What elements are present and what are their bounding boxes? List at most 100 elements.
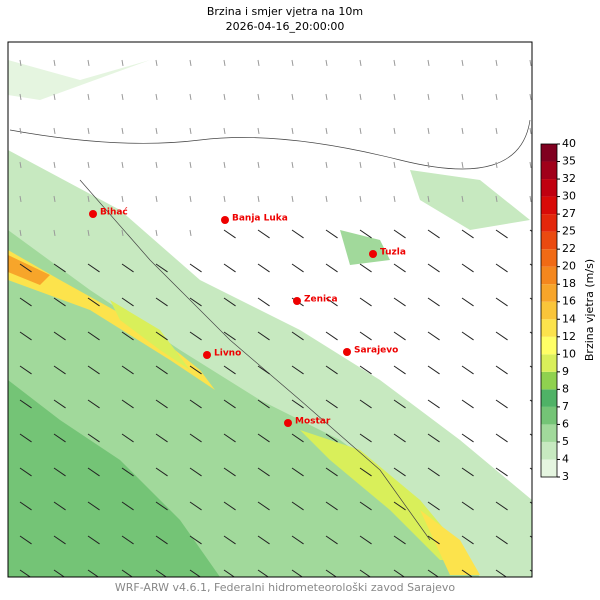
title: Brzina i smjer vjetra na 10m xyxy=(207,5,363,18)
wind-arrow xyxy=(359,433,372,443)
wind-arrow xyxy=(529,161,532,168)
wind-arrow xyxy=(223,195,226,202)
wind-arrow xyxy=(427,195,430,202)
colorbar-tick-label: 22 xyxy=(562,242,576,255)
city-marker xyxy=(89,210,97,218)
city-label: Livno xyxy=(214,349,241,359)
wind-arrow xyxy=(87,263,100,273)
wind-arrow xyxy=(325,365,338,375)
wind-arrow xyxy=(155,263,168,273)
wind-arrow xyxy=(325,127,328,134)
wind-arrow xyxy=(393,93,396,100)
wind-arrow xyxy=(223,467,236,477)
wind-arrow xyxy=(393,263,406,273)
wind-arrow xyxy=(87,93,90,100)
colorbar-tick-label: 8 xyxy=(562,382,569,395)
wind-arrow xyxy=(87,535,100,545)
wind-arrow xyxy=(155,365,168,375)
wind-arrow xyxy=(359,331,372,341)
wind-arrow xyxy=(359,229,372,239)
wind-arrow xyxy=(189,161,192,168)
colorbar-tick-label: 3 xyxy=(562,470,569,483)
wind-arrow xyxy=(359,127,362,134)
wind-arrow xyxy=(427,535,440,545)
city-label: Mostar xyxy=(295,417,331,427)
wind-arrow xyxy=(495,467,508,477)
wind-arrow xyxy=(495,535,508,545)
wind-arrow xyxy=(257,331,270,341)
colorbar-segment xyxy=(541,179,557,197)
city-label: Bihać xyxy=(100,207,128,218)
wind-arrow xyxy=(325,59,328,66)
wind-arrow xyxy=(257,297,270,307)
colorbar-tick-label: 20 xyxy=(562,260,576,273)
wind-arrow xyxy=(155,433,168,443)
colorbar-segment xyxy=(541,231,557,250)
wind-arrow xyxy=(359,399,372,409)
wind-arrow xyxy=(121,93,124,100)
colorbar-segment xyxy=(541,214,557,232)
wind-arrow xyxy=(291,93,294,100)
colorbar-tick-label: 5 xyxy=(562,435,569,448)
wind-arrow xyxy=(495,127,498,134)
colorbar-tick-label: 25 xyxy=(562,225,576,238)
colorbar-segment xyxy=(541,144,557,162)
wind-arrow xyxy=(53,161,56,168)
wind-arrow xyxy=(19,433,32,443)
wind-arrow xyxy=(121,161,124,168)
wind-arrow xyxy=(291,195,294,202)
wind-arrow xyxy=(359,535,372,545)
map xyxy=(7,41,533,578)
wind-arrow xyxy=(257,93,260,100)
wind-arrow xyxy=(257,535,270,545)
colorbar-segment xyxy=(541,459,557,477)
wind-arrow xyxy=(461,93,464,100)
wind-arrow xyxy=(121,399,134,409)
colorbar-segment xyxy=(541,266,557,285)
wind-arrow xyxy=(155,467,168,477)
wind-arrow xyxy=(461,331,474,341)
wind-arrow xyxy=(53,59,56,66)
wind-arrow xyxy=(393,501,406,511)
wind-arrow xyxy=(461,467,474,477)
wind-arrow xyxy=(87,501,100,511)
colorbar-segment xyxy=(541,424,557,442)
wind-arrow xyxy=(427,501,440,511)
footer: WRF-ARW v4.6.1, Federalni hidrometeorolo… xyxy=(115,581,456,594)
wind-arrow xyxy=(87,59,90,66)
city-marker xyxy=(293,297,301,305)
wind-arrow xyxy=(189,535,202,545)
wind-arrow xyxy=(427,331,440,341)
wind-arrow xyxy=(461,433,474,443)
wind-arrow xyxy=(393,161,396,168)
wind-arrow xyxy=(19,229,22,236)
wind-arrow xyxy=(121,195,124,202)
city-marker xyxy=(369,250,377,258)
wind-arrow xyxy=(155,501,168,511)
wind-arrow xyxy=(189,263,202,273)
wind-arrow xyxy=(495,59,498,66)
wind-arrow xyxy=(19,501,32,511)
colorbar-tick-label: 18 xyxy=(562,277,576,290)
wind-arrow xyxy=(529,59,532,66)
wind-arrow xyxy=(495,331,508,341)
wind-arrow xyxy=(189,195,192,202)
wind-arrow xyxy=(19,535,32,545)
wind-arrow xyxy=(155,297,168,307)
wind-arrow xyxy=(495,433,508,443)
wind-arrow xyxy=(19,161,22,168)
wind-arrow xyxy=(189,331,202,341)
city-marker xyxy=(221,216,229,224)
wind-arrow xyxy=(121,229,124,236)
wind-arrow xyxy=(359,501,372,511)
wind-arrow xyxy=(291,399,304,409)
wind-arrow xyxy=(461,127,464,134)
wind-arrow xyxy=(325,331,338,341)
wind-arrow xyxy=(325,229,338,239)
wind-arrow xyxy=(359,263,372,273)
wind-arrow xyxy=(87,331,100,341)
colorbar-segment xyxy=(541,371,557,390)
wind-arrow xyxy=(461,297,474,307)
colorbar-segment xyxy=(541,336,557,355)
wind-arrow xyxy=(461,535,474,545)
